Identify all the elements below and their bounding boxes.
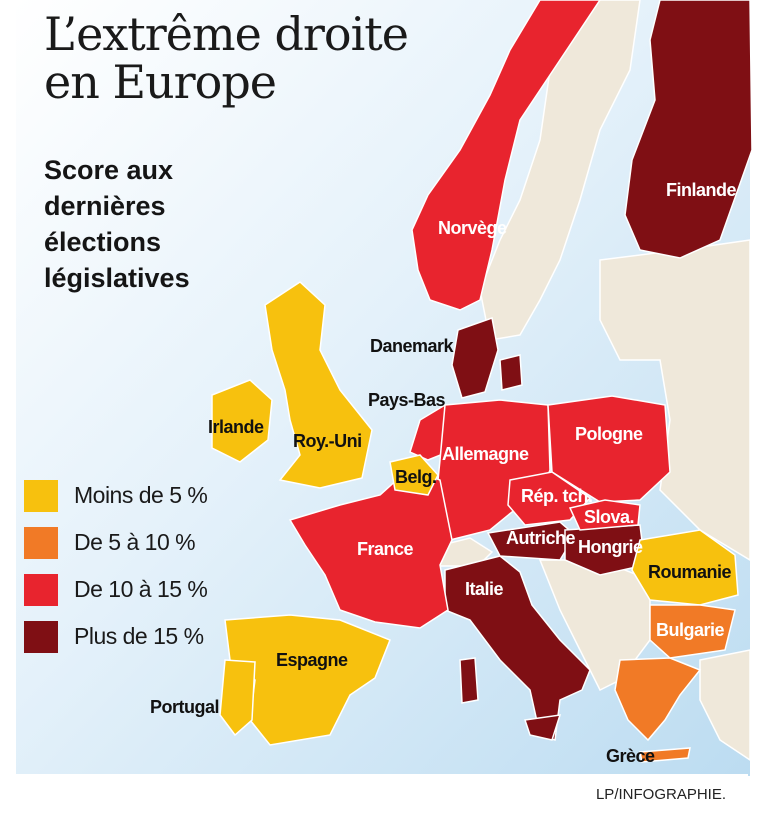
label-grece: Grèce (606, 746, 655, 766)
country-italy-sicily (524, 714, 562, 741)
country-greece-crete (639, 747, 691, 763)
country-italy (444, 555, 591, 742)
legend-label: Moins de 5 % (74, 482, 208, 508)
legend-swatch-dark-red (24, 621, 58, 653)
legend-label: De 10 à 15 % (74, 576, 208, 602)
label-danemark: Danemark (370, 336, 454, 356)
subtitle-line-3: élections (44, 227, 162, 257)
label-france: France (357, 539, 414, 559)
label-espagne: Espagne (276, 650, 348, 670)
label-italie: Italie (465, 579, 504, 599)
country-france (288, 467, 453, 629)
credit-text: LP/INFOGRAPHIE. (595, 786, 726, 803)
legend-swatch-red (24, 574, 58, 606)
country-ireland (211, 379, 273, 463)
legend-label: Plus de 15 % (74, 623, 204, 649)
country-italy-sardinia (459, 657, 479, 704)
country-greece (614, 657, 702, 742)
country-slovakia (568, 499, 641, 531)
label-finlande: Finlande (666, 180, 737, 200)
label-roumanie: Roumanie (648, 562, 732, 582)
country-uk (264, 281, 373, 489)
subtitle-line-2: dernières (44, 191, 166, 221)
legend-swatch-orange (24, 527, 58, 559)
title-line-2: en Europe (44, 55, 277, 109)
label-hongrie: Hongrie (578, 537, 643, 557)
country-denmark-zealand (499, 354, 523, 391)
country-czech (507, 471, 592, 526)
footer: LP/INFOGRAPHIE. (16, 774, 748, 808)
country-denmark (451, 317, 499, 399)
subtitle-line-1: Score aux (44, 155, 174, 185)
label-pays-bas: Pays-Bas (368, 390, 446, 410)
label-portugal: Portugal (150, 697, 220, 717)
label-rep-tch: Rép. tch. (521, 486, 593, 506)
label-belgique: Belg. (395, 467, 437, 487)
label-allemagne: Allemagne (442, 444, 529, 464)
label-roy-uni: Roy.-Uni (293, 431, 362, 451)
subtitle-line-4: législatives (44, 263, 190, 293)
label-bulgarie: Bulgarie (656, 620, 725, 640)
legend-swatch-yellow (24, 480, 58, 512)
country-norway (411, 0, 601, 311)
land-russia-baltics (599, 239, 751, 562)
label-pologne: Pologne (575, 424, 643, 444)
title-line-1: L’extrême droite (44, 7, 409, 61)
label-autriche: Autriche (506, 528, 576, 548)
country-belgium (389, 454, 439, 496)
label-norvege: Norvège (438, 218, 507, 238)
country-portugal (219, 659, 256, 737)
map-subtitle: Score aux dernières élections législativ… (44, 152, 190, 296)
map-title: L’extrême droite en Europe (44, 7, 409, 109)
label-slovaquie: Slova. (584, 507, 635, 527)
country-bulgaria (649, 604, 736, 659)
land-sweden (479, 0, 641, 341)
legend-label: De 5 à 10 % (74, 529, 196, 555)
label-irlande: Irlande (208, 417, 264, 437)
land-turkey (699, 649, 751, 762)
country-romania (631, 529, 739, 606)
country-finland (624, 0, 753, 259)
